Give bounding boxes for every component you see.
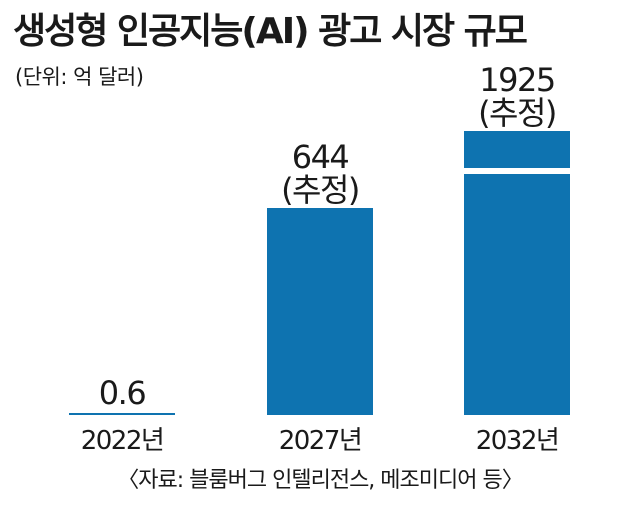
estimate-note-3: (추정)	[478, 94, 556, 132]
bar-2	[267, 208, 373, 415]
bars-group	[69, 131, 571, 415]
unit-note: (단위: 억 달러)	[15, 65, 144, 89]
axis-break-mark	[463, 168, 571, 174]
value-label-1: 0.6	[99, 374, 146, 412]
value-label-3: 1925	[479, 61, 554, 99]
category-label-2: 2027년	[279, 426, 362, 456]
chart-title: 생성형 인공지능(AI) 광고 시장 규모	[13, 11, 528, 52]
value-label-2: 644	[292, 138, 349, 176]
category-label-1: 2022년	[81, 426, 164, 456]
bar-3	[464, 131, 570, 415]
estimate-note-2: (추정)	[281, 171, 359, 209]
bar-1	[69, 413, 175, 415]
category-label-3: 2032년	[476, 426, 559, 456]
source-note: 〈자료: 블룸버그 인텔리전스, 메조미디어 등〉	[117, 468, 523, 493]
